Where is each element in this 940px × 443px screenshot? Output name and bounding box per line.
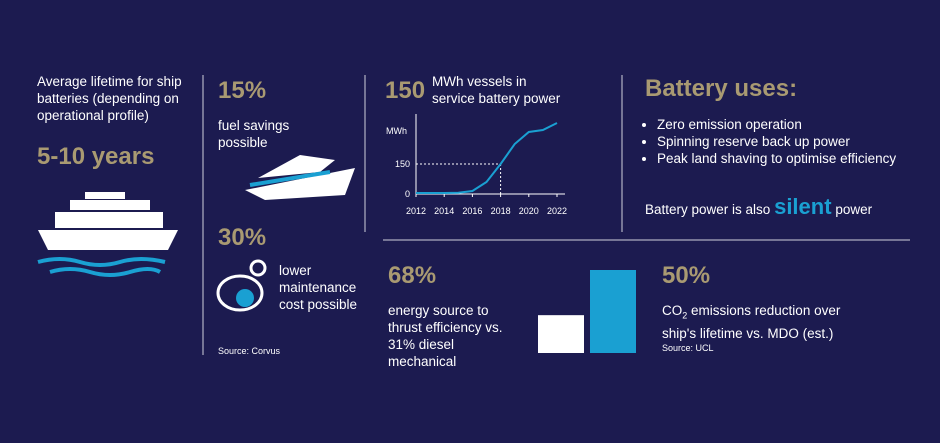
x-tick-label: 2016 bbox=[462, 206, 482, 216]
dividers bbox=[202, 75, 910, 355]
efficiency-value: 68% bbox=[388, 262, 437, 289]
x-tick-label: 2020 bbox=[519, 206, 539, 216]
fuel-value: 15% bbox=[218, 77, 267, 104]
x-tick-label: 2014 bbox=[434, 206, 454, 216]
vessels-text: MWh vessels in service battery power bbox=[432, 74, 561, 106]
source: Source: UCL bbox=[662, 343, 714, 353]
maintenance-text: lower maintenance cost possible bbox=[279, 263, 358, 312]
vessels-value: 150 bbox=[385, 77, 426, 104]
y-axis-label: MWh bbox=[386, 126, 407, 136]
subscript: 2 bbox=[682, 310, 688, 321]
y-tick-label: 150 bbox=[395, 159, 410, 169]
use-item: Zero emission operation bbox=[657, 116, 927, 133]
emissions-value: 50% bbox=[662, 262, 711, 289]
x-tick-label: 2012 bbox=[406, 206, 426, 216]
efficiency-text: energy source to thrust efficiency vs. 3… bbox=[388, 303, 503, 369]
lifetime-text: Average lifetime for ship batteries (dep… bbox=[37, 74, 182, 123]
lifetime-value: 5-10 years bbox=[37, 143, 155, 170]
x-tick-label: 2022 bbox=[547, 206, 567, 216]
bar bbox=[538, 315, 584, 353]
maintenance-value: 30% bbox=[218, 224, 267, 251]
uses-list: Zero emission operationSpinning reserve … bbox=[645, 116, 927, 167]
piggy-bank-icon bbox=[216, 259, 267, 312]
text: emissions reduction over ship's lifetime… bbox=[662, 303, 841, 341]
y-tick-label: 0 bbox=[405, 189, 410, 199]
emissions-text: CO2 emissions reduction over ship's life… bbox=[662, 302, 877, 342]
uses-note: Battery power is also silent power bbox=[645, 196, 915, 218]
note-text: Battery power is also bbox=[645, 202, 771, 217]
source: Source: Corvus bbox=[218, 346, 281, 356]
uses-title: Battery uses: bbox=[645, 75, 798, 102]
boat-icon bbox=[245, 155, 355, 200]
use-item: Peak land shaving to optimise efficiency bbox=[657, 150, 927, 167]
cruise-ship-icon bbox=[37, 192, 178, 277]
text: CO bbox=[662, 303, 683, 318]
fuel-text: fuel savings possible bbox=[218, 118, 290, 150]
note-emphasis: silent bbox=[774, 194, 832, 219]
bar bbox=[590, 270, 636, 353]
note-text: power bbox=[835, 202, 873, 217]
data-line bbox=[416, 122, 558, 194]
use-item: Spinning reserve back up power bbox=[657, 133, 927, 150]
x-tick-label: 2018 bbox=[491, 206, 511, 216]
